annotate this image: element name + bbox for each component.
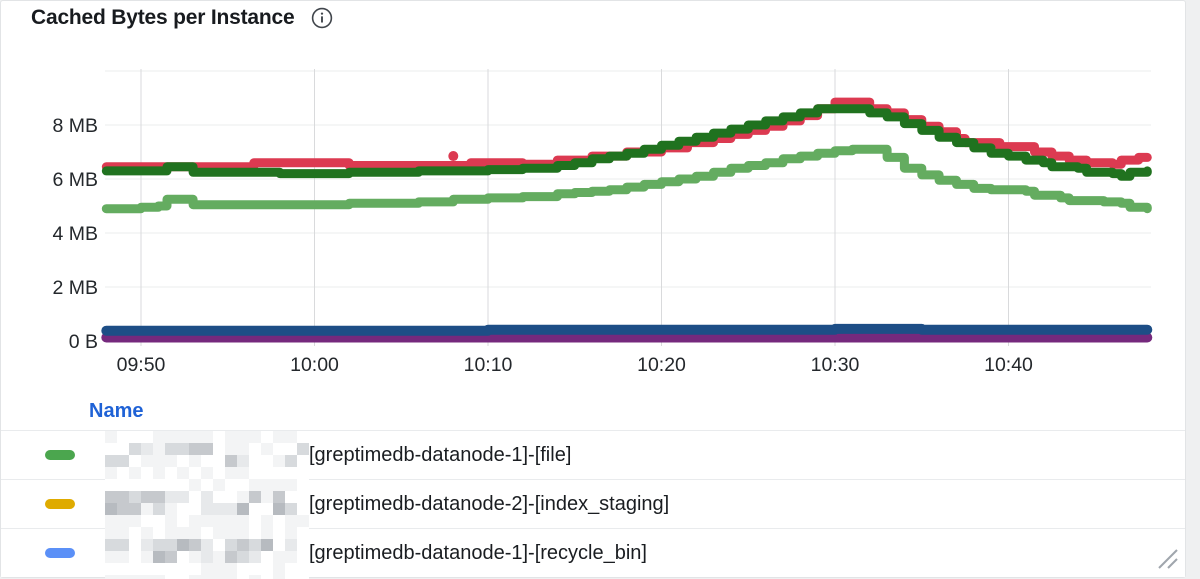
y-axis-label: 6 MB [52,169,98,191]
y-axis-label: 2 MB [52,277,98,299]
y-axis-label: 4 MB [52,223,98,245]
panel-title: Cached Bytes per Instance [31,6,295,29]
series-light-green [101,144,1152,214]
panel-resize-handle-icon[interactable] [1153,544,1179,575]
redacted-text-mosaic [105,431,309,579]
legend-header: Name [1,393,1185,430]
y-axis-label: 0 B [69,331,98,353]
series-navy [101,323,1153,336]
legend-series-label: [greptimedb-datanode-1]-[file] [309,443,572,466]
legend-series-label: [greptimedb-datanode-1]-[recycle_bin] [309,541,647,564]
legend-column-name[interactable]: Name [89,400,144,422]
outlier-point [448,151,459,162]
series-color-marker [45,499,75,509]
panel-header: Cached Bytes per Instance [31,6,333,30]
series-dark-green [101,104,1152,181]
x-axis-label: 09:50 [117,354,166,376]
x-axis-label: 10:10 [464,354,513,376]
series-color-marker [45,450,75,460]
x-axis-label: 10:30 [811,354,860,376]
info-icon[interactable] [311,7,333,29]
chart-area[interactable]: 8 MB 6 MB 4 MB 2 MB 0 B 09:50 10:00 10:10 10:20 1… [1,1,1187,393]
x-axis-label: 10:40 [984,354,1033,376]
x-axis-label: 10:20 [637,354,686,376]
x-axis-label: 10:00 [290,354,339,376]
series-color-marker [45,548,75,558]
legend-series-label: [greptimedb-datanode-2]-[index_staging] [309,492,670,515]
y-axis-label: 8 MB [52,115,98,137]
